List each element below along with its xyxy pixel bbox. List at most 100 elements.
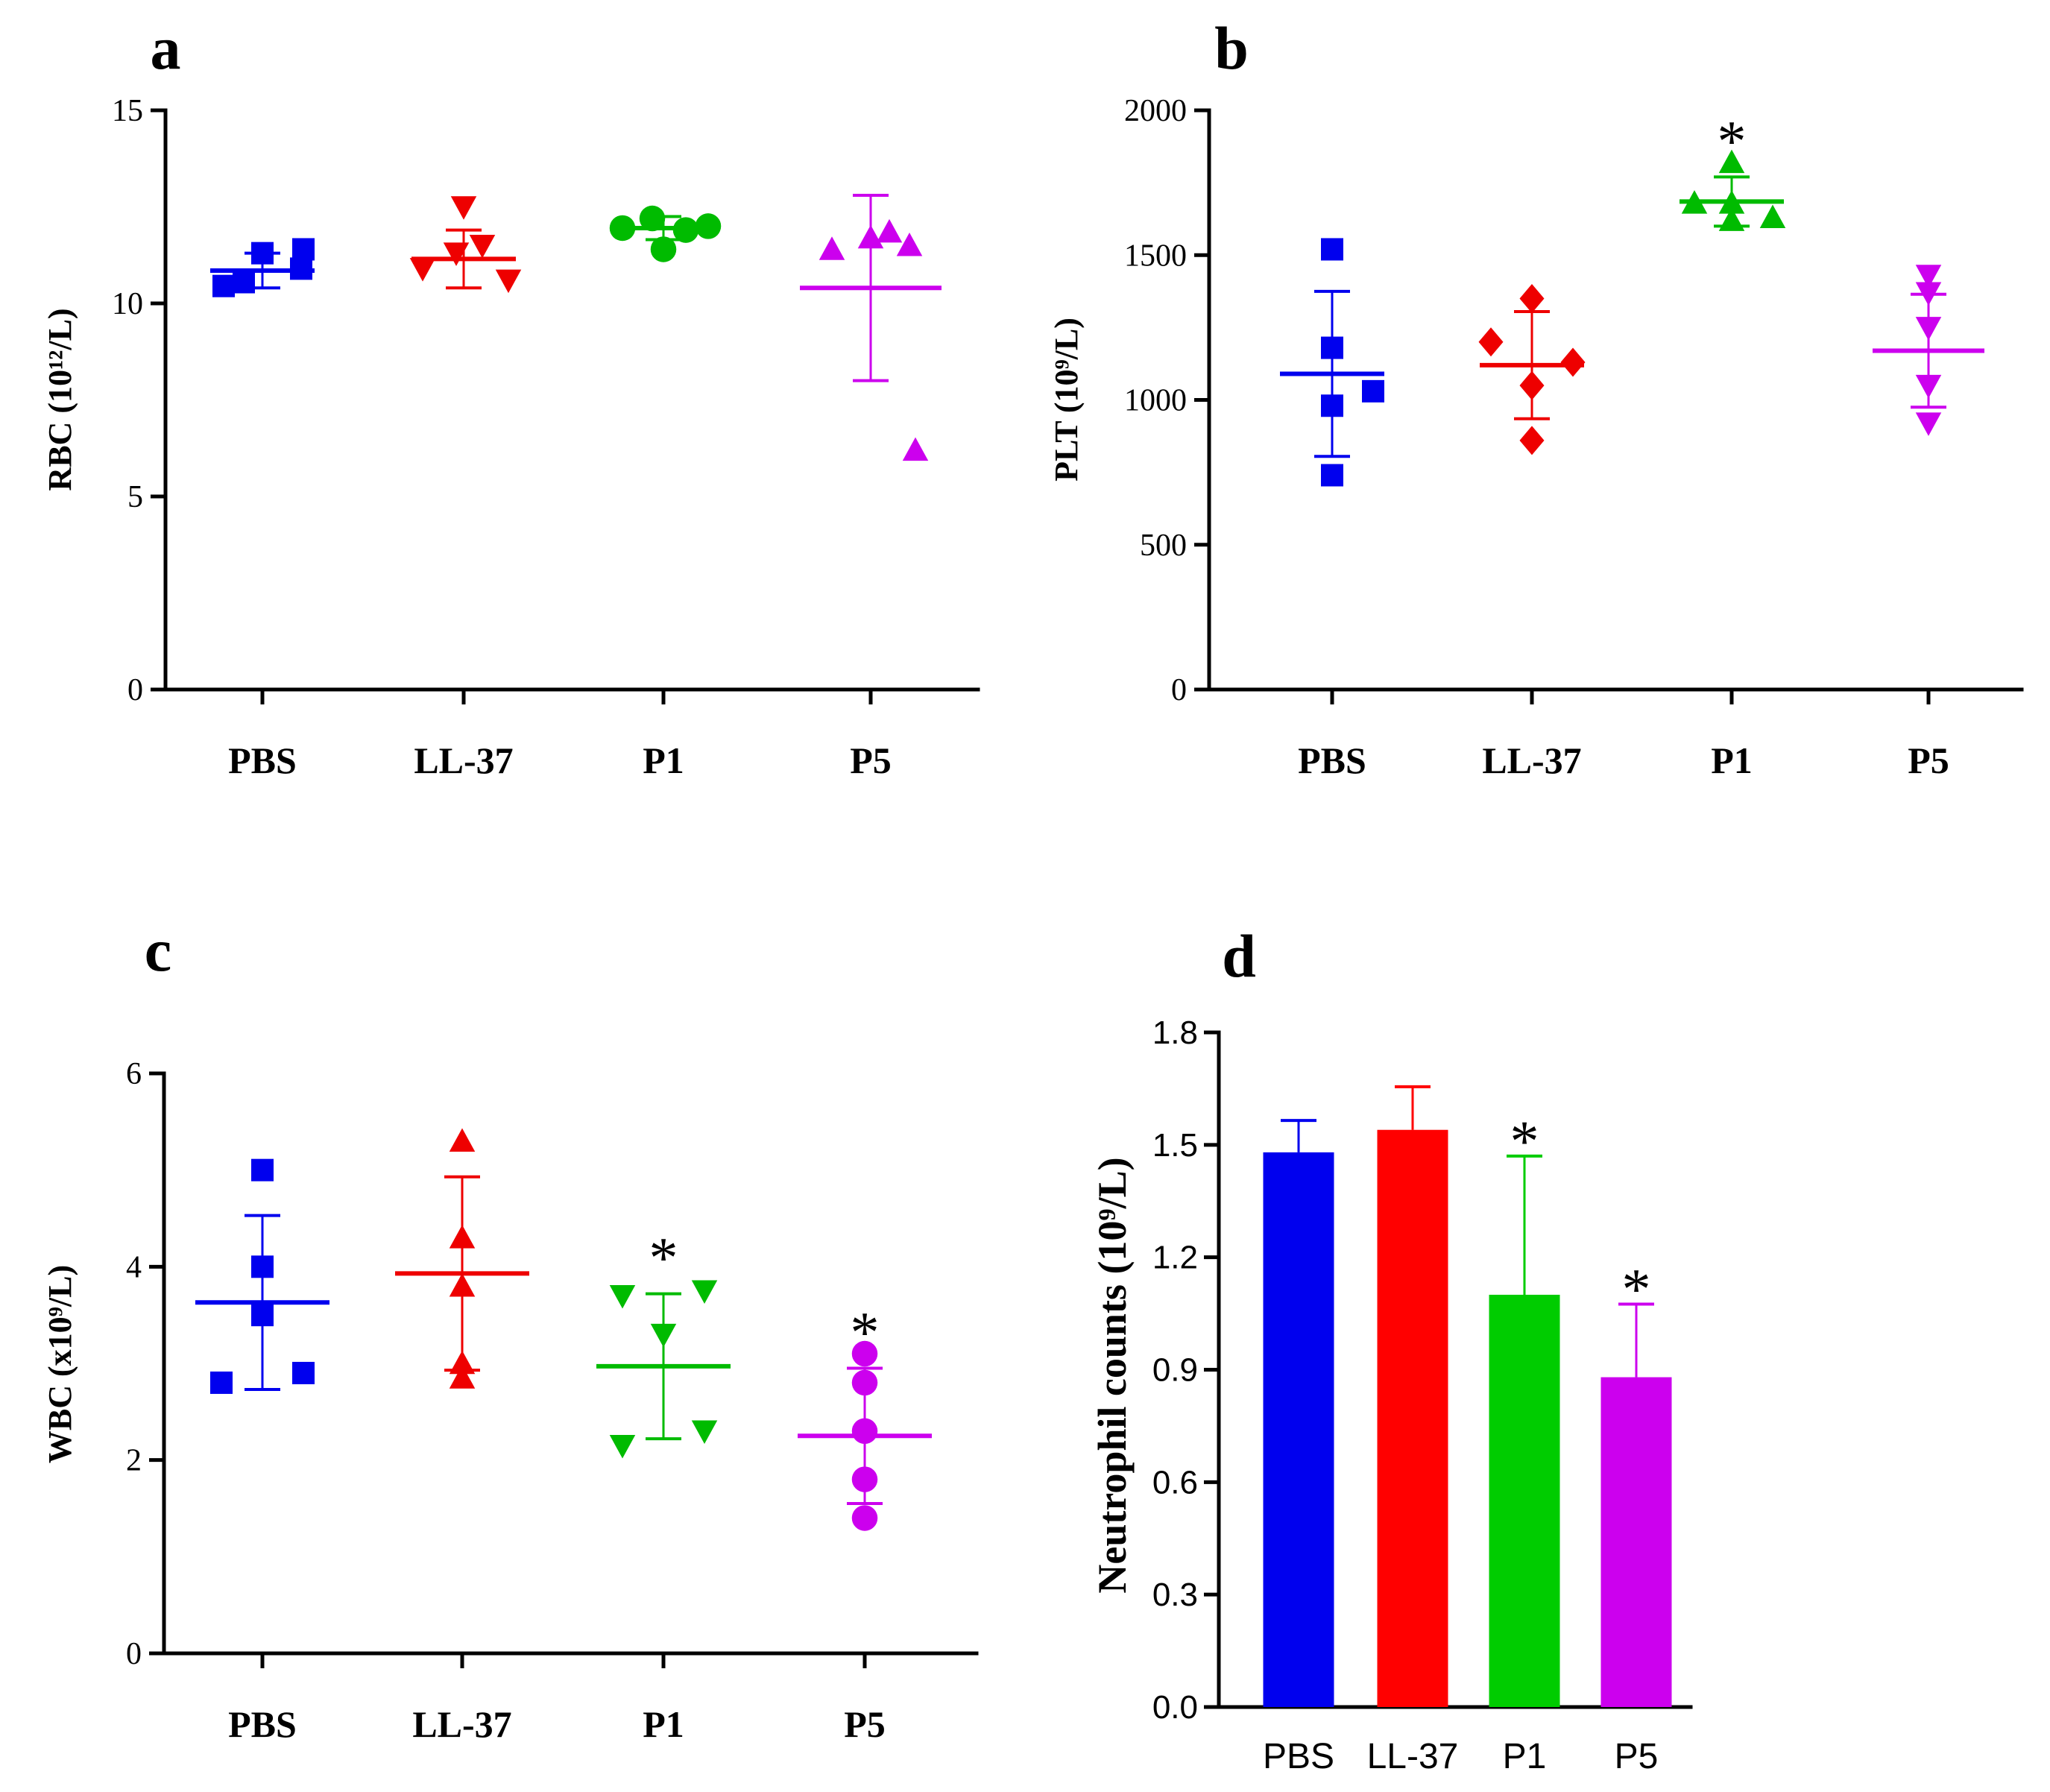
data-point [1915,412,1942,436]
data-point [450,196,477,220]
data-point [251,1158,274,1181]
y-tick-label: 1000 [1124,384,1187,418]
y-tick-label: 1500 [1124,239,1187,273]
x-tick-label: LL-37 [412,1703,511,1745]
error-bar [1395,1085,1431,1130]
data-point [210,1371,233,1394]
data-point [1915,374,1942,399]
x-tick-label: PBS [1298,739,1366,781]
x-tick-label: P5 [1615,1737,1659,1776]
data-point [251,1304,274,1327]
data-point [1915,317,1942,341]
data-point [1519,426,1545,455]
y-axis-label: PLT (10⁹/L) [1048,318,1085,482]
y-tick-label: 0.3 [1152,1577,1198,1613]
bar [1600,1377,1672,1707]
x-tick-label: P1 [1711,739,1753,781]
data-point [1718,149,1745,174]
data-point [1321,464,1343,487]
data-point [902,437,929,461]
y-tick-label: 0.6 [1152,1464,1198,1501]
data-point [857,224,884,249]
data-point [409,258,436,282]
panel-b: 0 500 1000 1500 2000 PBS LL-37 P1 * P5 PLT (10⁹/L)… [1048,14,2024,781]
y-tick-label: 2 [126,1444,142,1478]
x-tick-label: LL-37 [1482,739,1581,781]
x-tick-label: P5 [1908,739,1949,781]
significance-marker: * [649,1225,678,1290]
y-tick-label: 4 [126,1250,142,1284]
data-point [851,1340,878,1367]
x-tick-label: LL-37 [414,739,513,781]
bar [1489,1294,1560,1707]
data-point [443,242,470,266]
bar [1377,1129,1448,1707]
significance-marker: * [1510,1108,1539,1173]
data-point [292,1361,315,1384]
x-tick-label: LL-37 [1367,1737,1459,1776]
error-bar [1281,1119,1316,1152]
data-point [495,269,522,294]
x-tick-label: P5 [844,1703,886,1745]
data-point [1759,204,1786,228]
x-tick-label: PBS [1263,1737,1334,1776]
panel-label: c [145,916,171,984]
data-point [609,1284,636,1309]
y-axis-label: RBC (10¹²/L) [42,308,78,490]
data-point [1915,282,1942,306]
data-point [896,233,923,256]
error-bar [1618,1302,1654,1378]
data-point [609,1434,636,1459]
data-point [1478,327,1504,357]
data-point [1321,238,1343,261]
data-point [233,271,255,294]
data-point [469,235,496,259]
y-tick-label: 0 [1171,673,1187,707]
x-tick-label: P1 [1503,1737,1547,1776]
data-point [449,1350,476,1375]
y-tick-label: 1.8 [1152,1015,1198,1051]
data-point [449,1273,476,1297]
y-tick-label: 0 [126,1637,142,1671]
y-axis-label: Neutrophil counts (10⁹/L) [1090,1157,1135,1593]
y-tick-label: 0.9 [1152,1352,1198,1389]
data-point [1321,394,1343,417]
data-point [449,1225,476,1249]
significance-marker: * [1718,108,1747,173]
y-axis-label: WBC (x10⁹/L) [42,1265,78,1463]
data-point [449,1128,476,1152]
x-tick-label: PBS [228,1703,297,1745]
panel-label: b [1214,14,1249,82]
data-point [876,218,903,243]
data-point [251,1255,274,1278]
data-point [1362,379,1384,403]
data-point [1718,207,1745,231]
x-tick-label: PBS [228,739,297,781]
data-point [1321,336,1343,359]
data-point [212,274,235,297]
y-tick-label: 500 [1140,529,1187,563]
data-point [650,236,677,262]
panel-a: 0 5 10 15 PBS LL-37 P1 P5 RBC (10¹²/L) a [42,14,980,781]
y-tick-label: 5 [127,480,143,514]
data-point [1519,284,1545,314]
data-point [292,238,315,261]
y-tick-label: 10 [112,287,143,321]
error-bar [1507,1154,1542,1295]
x-tick-label: P5 [850,739,892,781]
panel-label: d [1222,922,1256,990]
data-point [851,1418,878,1445]
panel-label: a [151,14,181,82]
data-point [1560,347,1586,377]
y-tick-label: 6 [126,1057,142,1091]
data-point [851,1466,878,1492]
data-point [1915,265,1942,288]
panel-d: 0.0 0.3 0.6 0.9 1.2 1.5 1.8 PBS LL-37 P1 * P5 * Neutr… [1090,922,1693,1776]
y-tick-label: 1.2 [1152,1240,1198,1276]
data-point [819,236,845,260]
data-point [650,1323,677,1348]
data-point [1519,370,1545,400]
x-tick-label: P1 [643,1703,684,1745]
panel-c: 0 2 4 6 PBS LL-37 P1 * P5 * WBC (x10⁹/L) c [42,916,979,1745]
